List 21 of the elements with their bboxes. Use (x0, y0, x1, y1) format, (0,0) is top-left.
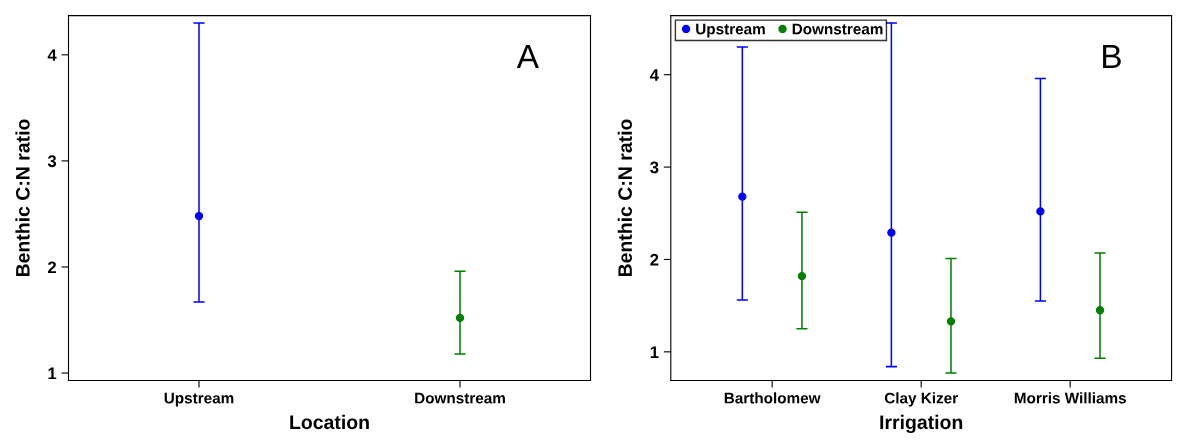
y-tick-label: 2 (48, 261, 57, 274)
legend-label: Downstream (792, 23, 883, 35)
x-tick-label: Upstream (164, 392, 234, 407)
x-tick-label: Morris Williams (1014, 392, 1126, 404)
x-tick-label: Bartholomew (724, 392, 821, 404)
x-tick-label: Clay Kizer (884, 392, 958, 407)
y-tick-label: 1 (650, 346, 659, 358)
annotation: A (516, 45, 539, 68)
y-axis-title: Benthic C:N ratio (15, 119, 30, 277)
y-tick-label: 1 (48, 367, 57, 380)
x-axis-title: Irrigation (880, 414, 963, 434)
y-tick-label: 2 (650, 253, 659, 266)
y-tick-label: 3 (47, 155, 57, 168)
y-tick-label: 3 (650, 161, 659, 174)
y-axis-title: Benthic C:N ratio (617, 119, 632, 277)
x-tick-label: Downstream (415, 392, 505, 404)
y-tick-label: 4 (649, 69, 659, 81)
x-axis-title: Location (290, 414, 369, 430)
annotation: B (1103, 45, 1121, 68)
legend-label: Upstream (696, 23, 765, 38)
y-tick-label: 4 (47, 49, 57, 61)
